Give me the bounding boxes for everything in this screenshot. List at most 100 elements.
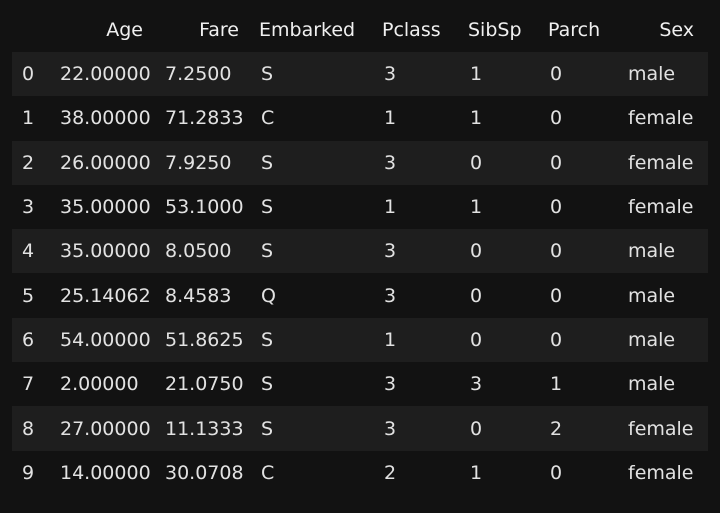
cell-embarked: S (261, 328, 274, 351)
cell-sex: female (628, 196, 694, 219)
column-header-fare: Fare (199, 19, 239, 41)
cell-pclass: 3 (384, 63, 397, 86)
cell-age: 38.00000 (60, 107, 151, 130)
cell-age: 26.00000 (60, 151, 151, 174)
row-index-cell: 3 (22, 196, 35, 219)
table-row: 5 25.14062 8.4583 Q 3 0 0 male (12, 273, 708, 318)
cell-sibsp: 0 (470, 417, 483, 440)
row-index-cell: 4 (22, 240, 35, 263)
cell-fare: 51.8625 (165, 328, 244, 351)
cell-fare: 30.0708 (165, 461, 244, 484)
cell-sex: male (628, 284, 676, 307)
cell-sex: female (628, 151, 694, 174)
cell-embarked: S (261, 417, 274, 440)
cell-sex: male (628, 328, 676, 351)
cell-sibsp: 3 (470, 373, 483, 396)
column-header-embarked: Embarked (259, 19, 356, 41)
column-header-age: Age (106, 19, 143, 41)
table-row: 1 38.00000 71.2833 C 1 1 0 female (12, 96, 708, 141)
cell-pclass: 1 (384, 328, 397, 351)
cell-age: 25.14062 (60, 284, 151, 307)
cell-sibsp: 0 (470, 240, 483, 263)
table-row: 6 54.00000 51.8625 S 1 0 0 male (12, 317, 708, 363)
table-row: 8 27.00000 11.1333 S 3 0 2 female (12, 406, 708, 451)
row-index-cell: 7 (22, 373, 35, 396)
cell-embarked: S (261, 373, 274, 396)
cell-sibsp: 1 (470, 107, 483, 130)
cell-age: 54.00000 (60, 328, 151, 351)
cell-pclass: 1 (384, 196, 397, 219)
table-row: 9 14.00000 30.0708 C 2 1 0 female (12, 450, 708, 495)
cell-sex: female (628, 417, 694, 440)
cell-fare: 7.9250 (165, 151, 232, 174)
cell-pclass: 1 (384, 107, 397, 130)
cell-parch: 0 (550, 284, 563, 307)
table-row: 7 2.00000 21.0750 S 3 3 1 male (12, 362, 708, 407)
cell-sex: male (628, 240, 676, 263)
table-row: 0 22.00000 7.2500 S 3 1 0 male (12, 52, 708, 97)
cell-fare: 8.4583 (165, 284, 232, 307)
cell-parch: 1 (550, 373, 563, 396)
cell-pclass: 2 (384, 461, 397, 484)
cell-sibsp: 1 (470, 461, 483, 484)
cell-embarked: S (261, 151, 274, 174)
column-header-sex: Sex (659, 19, 694, 41)
cell-fare: 53.1000 (165, 196, 244, 219)
cell-parch: 0 (550, 461, 563, 484)
cell-embarked: C (261, 461, 275, 484)
cell-age: 22.00000 (60, 63, 151, 86)
cell-pclass: 3 (384, 284, 397, 307)
cell-fare: 71.2833 (165, 107, 244, 130)
cell-parch: 0 (550, 63, 563, 86)
cell-parch: 2 (550, 417, 563, 440)
cell-age: 27.00000 (60, 417, 151, 440)
row-index-cell: 2 (22, 151, 35, 174)
row-index-cell: 1 (22, 107, 35, 130)
column-header-sibsp: SibSp (468, 19, 522, 41)
dataframe-table: Age Fare Embarked Pclass SibSp Parch Sex… (12, 8, 708, 495)
cell-sex: male (628, 373, 676, 396)
cell-pclass: 3 (384, 417, 397, 440)
cell-sibsp: 0 (470, 328, 483, 351)
cell-pclass: 3 (384, 240, 397, 263)
cell-embarked: S (261, 240, 274, 263)
row-index-cell: 0 (22, 63, 35, 86)
cell-age: 35.00000 (60, 196, 151, 219)
cell-fare: 8.0500 (165, 240, 232, 263)
cell-parch: 0 (550, 240, 563, 263)
cell-embarked: Q (261, 284, 276, 307)
cell-parch: 0 (550, 196, 563, 219)
cell-embarked: S (261, 63, 274, 86)
table-row: 3 35.00000 53.1000 S 1 1 0 female (12, 184, 708, 230)
cell-embarked: S (261, 196, 274, 219)
cell-sibsp: 1 (470, 63, 483, 86)
cell-sex: male (628, 63, 676, 86)
table-body: 0 22.00000 7.2500 S 3 1 0 male 1 38.00000 71.2833 C… (12, 52, 708, 495)
column-header-pclass: Pclass (382, 19, 441, 41)
cell-sibsp: 1 (470, 196, 483, 219)
table-header: Age Fare Embarked Pclass SibSp Parch Sex (12, 8, 708, 52)
cell-pclass: 3 (384, 151, 397, 174)
cell-parch: 0 (550, 107, 563, 130)
table-row: 2 26.00000 7.9250 S 3 0 0 female (12, 140, 708, 185)
table-row: 4 35.00000 8.0500 S 3 0 0 male (12, 229, 708, 274)
cell-parch: 0 (550, 151, 563, 174)
cell-age: 14.00000 (60, 461, 151, 484)
cell-fare: 11.1333 (165, 417, 244, 440)
row-index-cell: 8 (22, 417, 35, 440)
row-index-cell: 9 (22, 461, 35, 484)
cell-sex: female (628, 107, 694, 130)
cell-fare: 7.2500 (165, 63, 232, 86)
cell-age: 2.00000 (60, 373, 139, 396)
cell-sibsp: 0 (470, 284, 483, 307)
row-index-cell: 6 (22, 328, 35, 351)
cell-embarked: C (261, 107, 275, 130)
index-header (12, 8, 52, 52)
column-header-parch: Parch (548, 19, 601, 41)
cell-parch: 0 (550, 328, 563, 351)
cell-fare: 21.0750 (165, 373, 244, 396)
cell-sex: female (628, 461, 694, 484)
header-row: Age Fare Embarked Pclass SibSp Parch Sex (12, 8, 708, 52)
cell-pclass: 3 (384, 373, 397, 396)
